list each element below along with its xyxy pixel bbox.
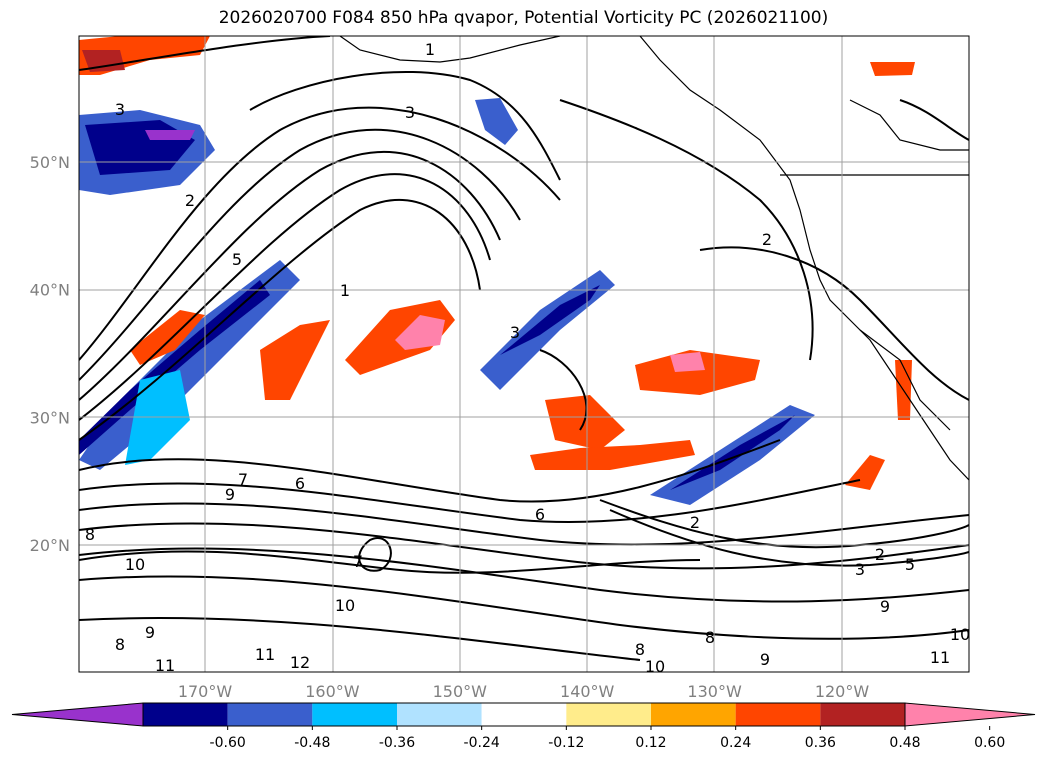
contour-label: 10 xyxy=(645,657,665,676)
colorbar-tick-label: 0.48 xyxy=(889,735,920,751)
contour-label: 1 xyxy=(340,281,350,300)
contour-label: 10 xyxy=(125,555,145,574)
contour-label: 3 xyxy=(405,103,415,122)
neg-anomaly-central-core xyxy=(500,285,600,355)
colorbar: -0.60 -0.48 -0.36 -0.24 -0.12 0.12 0.24 0.36 0.4… xyxy=(11,702,1036,751)
chart-title: 2026020700 F084 850 hPa qvapor, Potentia… xyxy=(218,8,829,28)
contour-label: 2 xyxy=(762,230,772,249)
colorbar-extend-min xyxy=(11,702,144,727)
lon-label: 150°W xyxy=(433,682,488,701)
colorbar-bin xyxy=(397,703,482,726)
contour-layer xyxy=(79,36,969,661)
lat-label: 30°N xyxy=(30,408,70,427)
colorbar-bin xyxy=(651,703,736,726)
contour-label: 8 xyxy=(85,525,95,544)
colorbar-extend-max xyxy=(904,702,1036,727)
neg-anomaly-nw-max xyxy=(145,130,195,140)
contour-label: 8 xyxy=(705,628,715,647)
contour-label: 10 xyxy=(335,596,355,615)
colorbar-tick-label: -0.36 xyxy=(379,735,415,751)
neg-anomaly-jet-core xyxy=(79,280,270,455)
colorbar-tick-label: 0.36 xyxy=(805,735,836,751)
contour-label: 8 xyxy=(635,640,645,659)
colorbar-tick-label: -0.60 xyxy=(210,735,246,751)
colorbar-bin xyxy=(481,703,567,726)
contour-label: 11 xyxy=(930,648,950,667)
contour-label: 5 xyxy=(232,250,242,269)
lon-label: 140°W xyxy=(560,682,615,701)
contour-label: 2 xyxy=(875,545,885,564)
colorbar-bin xyxy=(820,703,905,726)
lon-label: 170°W xyxy=(178,682,233,701)
lat-label: 20°N xyxy=(30,536,70,555)
lon-label: 130°W xyxy=(687,682,742,701)
pos-anomaly-ne xyxy=(870,62,915,76)
colorbar-tick-label: 0.60 xyxy=(974,735,1005,751)
pos-anomaly-nw-core xyxy=(82,50,125,72)
colorbar-bin xyxy=(566,703,651,726)
contour-label: 3 xyxy=(115,100,125,119)
longitude-labels: 170°W 160°W 150°W 140°W 130°W 120°W xyxy=(178,682,870,701)
coastline-layer xyxy=(339,36,969,481)
pos-anomaly-2 xyxy=(260,320,330,400)
lat-label: 50°N xyxy=(30,153,70,172)
contour-label: 5 xyxy=(905,555,915,574)
contour-label: 6 xyxy=(535,505,545,524)
neg-anomaly-ak xyxy=(475,98,518,145)
contour-label: 12 xyxy=(290,653,310,672)
contour-label: 7 xyxy=(353,552,363,571)
contour-label: 8 xyxy=(115,635,125,654)
contour-label: 1 xyxy=(425,40,435,59)
colorbar-bin xyxy=(227,703,313,726)
contour-label: 7 xyxy=(238,470,248,489)
colorbar-bin xyxy=(143,703,228,726)
contour-label: 2 xyxy=(690,513,700,532)
colorbar-tick-label: -0.24 xyxy=(464,735,500,751)
contour-label: 11 xyxy=(255,645,275,664)
contour-label: 2 xyxy=(185,191,195,210)
pos-anomaly-4 xyxy=(635,350,760,395)
colorbar-bin xyxy=(312,703,397,726)
graticule xyxy=(79,36,969,672)
plot-frame xyxy=(78,35,970,673)
contour-label: 3 xyxy=(855,560,865,579)
lon-label: 120°W xyxy=(815,682,870,701)
colorbar-bin xyxy=(735,703,821,726)
contour-label: 10 xyxy=(950,625,970,644)
pos-anomaly-5 xyxy=(530,440,695,470)
pos-anomaly-1-max xyxy=(395,315,445,350)
contour-label: 3 xyxy=(510,323,520,342)
colorbar-frame xyxy=(142,702,906,727)
contour-label: 6 xyxy=(295,474,305,493)
colorbar-tick-label: -0.48 xyxy=(294,735,330,751)
contour-label: 9 xyxy=(760,650,770,669)
colorbar-tick-label: 0.24 xyxy=(720,735,751,751)
latitude-labels: 50°N 40°N 30°N 20°N xyxy=(30,153,70,555)
contour-label: 9 xyxy=(880,597,890,616)
contour-label: 9 xyxy=(225,485,235,504)
pos-anomaly-4-max xyxy=(670,352,705,372)
colorbar-tick-label: -0.12 xyxy=(548,735,584,751)
lat-label: 40°N xyxy=(30,281,70,300)
contour-label: 11 xyxy=(155,656,175,675)
contour-label: 9 xyxy=(145,623,155,642)
neg-anomaly-east-core xyxy=(670,415,795,490)
lon-label: 160°W xyxy=(305,682,360,701)
colorbar-tick-label: 0.12 xyxy=(635,735,666,751)
